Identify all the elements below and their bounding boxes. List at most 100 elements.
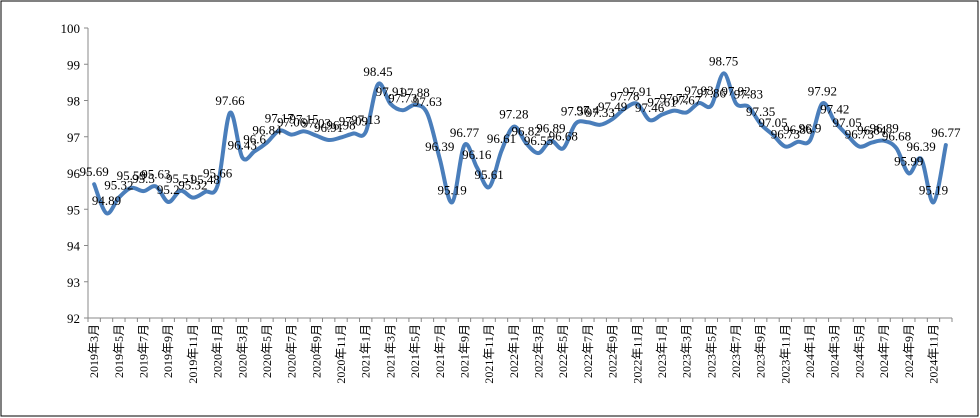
x-tick-label: 2022年1月 bbox=[507, 324, 521, 378]
x-tick-label: 2022年3月 bbox=[532, 324, 546, 378]
x-tick-label: 2022年5月 bbox=[556, 324, 570, 378]
data-label: 97.17 bbox=[265, 111, 295, 126]
x-tick-label: 2022年11月 bbox=[630, 324, 644, 384]
data-label: 96.43 bbox=[228, 137, 257, 152]
y-tick-label: 95 bbox=[67, 202, 80, 217]
x-tick-label: 2022年7月 bbox=[581, 324, 595, 378]
x-tick-label: 2020年9月 bbox=[309, 324, 323, 378]
x-tick-label: 2024年1月 bbox=[803, 324, 817, 378]
data-label: 96.39 bbox=[425, 139, 454, 154]
x-tick-label: 2024年5月 bbox=[852, 324, 866, 378]
data-label: 97.72 bbox=[660, 91, 689, 106]
x-tick-label: 2024年9月 bbox=[902, 324, 916, 378]
data-label: 97.93 bbox=[684, 83, 713, 98]
data-label: 97.67 bbox=[672, 92, 702, 107]
line bbox=[92, 71, 948, 216]
data-label: 95.32 bbox=[178, 178, 207, 193]
data-label: 96.9 bbox=[799, 120, 822, 135]
x-tick-label: 2020年3月 bbox=[235, 324, 249, 378]
data-label: 97.63 bbox=[413, 94, 442, 109]
data-label: 95.99 bbox=[894, 153, 923, 168]
data-label: 96.68 bbox=[549, 128, 578, 143]
x-tick-label: 2023年9月 bbox=[754, 324, 768, 378]
y-tick-label: 93 bbox=[67, 275, 80, 290]
x-tick-label: 2021年1月 bbox=[359, 324, 373, 378]
data-label: 97.05 bbox=[832, 115, 861, 130]
data-label: 96.6 bbox=[243, 131, 266, 146]
data-label: 95.61 bbox=[475, 167, 504, 182]
data-label: 97.36 bbox=[561, 104, 591, 119]
data-label: 97.83 bbox=[734, 87, 763, 102]
data-label: 96.98 bbox=[326, 117, 355, 132]
data-label: 97.33 bbox=[586, 105, 615, 120]
data-label: 97.4 bbox=[577, 102, 600, 117]
data-label: 98.45 bbox=[363, 64, 392, 79]
x-tick-label: 2023年11月 bbox=[778, 324, 792, 384]
data-label: 96.77 bbox=[931, 125, 961, 140]
data-label: 96.39 bbox=[907, 139, 936, 154]
data-label: 96.61 bbox=[487, 131, 516, 146]
x-tick-label: 2020年7月 bbox=[285, 324, 299, 378]
x-tick-label: 2020年1月 bbox=[211, 324, 225, 378]
data-label: 95.19 bbox=[919, 182, 948, 197]
y-tick-label: 97 bbox=[67, 130, 81, 145]
y-tick-label: 99 bbox=[67, 57, 80, 72]
x-tick-label: 2019年7月 bbox=[137, 324, 151, 378]
data-label: 97.91 bbox=[623, 84, 652, 99]
data-label: 96.89 bbox=[869, 121, 898, 136]
data-label: 97.88 bbox=[400, 85, 429, 100]
data-label: 96.73 bbox=[771, 127, 800, 142]
data-label: 97.61 bbox=[647, 95, 676, 110]
data-label: 96.84 bbox=[857, 123, 887, 138]
data-label: 96.82 bbox=[512, 123, 541, 138]
x-tick-label: 2023年1月 bbox=[655, 324, 669, 378]
data-label: 97.78 bbox=[610, 88, 639, 103]
data-label: 96.16 bbox=[462, 147, 492, 162]
data-label: 97.73 bbox=[388, 90, 417, 105]
x-tick-label: 2023年3月 bbox=[680, 324, 694, 378]
data-label: 95.48 bbox=[191, 172, 220, 187]
x-tick-label: 2022年9月 bbox=[606, 324, 620, 378]
data-label: 97.28 bbox=[499, 107, 528, 122]
data-label: 97.66 bbox=[215, 93, 245, 108]
y-tick-label: 96 bbox=[67, 166, 81, 181]
data-label: 95.63 bbox=[141, 166, 170, 181]
x-tick-label: 2024年7月 bbox=[877, 324, 891, 378]
data-label: 97.42 bbox=[820, 102, 849, 117]
data-label: 97.06 bbox=[277, 115, 307, 130]
data-label: 98.75 bbox=[709, 53, 738, 68]
x-tick-label: 2024年3月 bbox=[828, 324, 842, 378]
y-tick-label: 98 bbox=[67, 94, 80, 109]
data-label: 95.2 bbox=[157, 182, 180, 197]
x-tick-label: 2019年3月 bbox=[87, 324, 101, 378]
x-tick-label: 2019年5月 bbox=[112, 324, 126, 378]
data-label: 94.89 bbox=[92, 193, 121, 208]
data-label: 95.66 bbox=[203, 165, 233, 180]
x-tick-label: 2021年5月 bbox=[408, 324, 422, 378]
y-tick-label: 100 bbox=[61, 21, 81, 36]
data-label: 97.86 bbox=[697, 86, 727, 101]
data-label: 97.46 bbox=[635, 100, 665, 115]
data-label: 95.19 bbox=[437, 182, 466, 197]
data-label: 96.55 bbox=[524, 133, 553, 148]
x-tick-label: 2023年7月 bbox=[729, 324, 743, 378]
x-tick-label: 2019年11月 bbox=[186, 324, 200, 384]
data-label: 97.15 bbox=[289, 111, 318, 126]
data-label: 97.35 bbox=[746, 104, 775, 119]
data-label: 95.32 bbox=[104, 178, 133, 193]
data-label: 97.92 bbox=[808, 83, 837, 98]
data-label: 97.49 bbox=[598, 99, 627, 114]
data-label: 97.92 bbox=[721, 83, 750, 98]
data-label: 95.69 bbox=[80, 164, 109, 179]
data-label: 97.03 bbox=[302, 116, 331, 131]
x-tick-label: 2021年7月 bbox=[433, 324, 447, 378]
data-label: 96.77 bbox=[450, 125, 480, 140]
data-label: 95.5 bbox=[132, 171, 155, 186]
data-label: 97.05 bbox=[758, 115, 787, 130]
x-tick-label: 2023年5月 bbox=[704, 324, 718, 378]
data-label: 96.84 bbox=[252, 123, 282, 138]
data-label: 96.89 bbox=[536, 121, 565, 136]
data-label: 95.59 bbox=[117, 168, 146, 183]
